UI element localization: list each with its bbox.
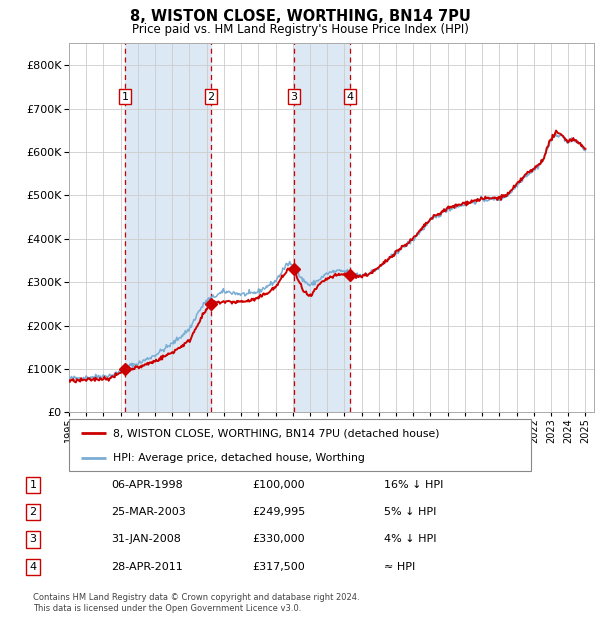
Text: 8, WISTON CLOSE, WORTHING, BN14 7PU (detached house): 8, WISTON CLOSE, WORTHING, BN14 7PU (det… xyxy=(113,428,439,438)
Text: HPI: Average price, detached house, Worthing: HPI: Average price, detached house, Wort… xyxy=(113,453,365,463)
Text: 31-JAN-2008: 31-JAN-2008 xyxy=(111,534,181,544)
Text: 4: 4 xyxy=(346,92,353,102)
Bar xyxy=(125,43,211,412)
Text: 4% ↓ HPI: 4% ↓ HPI xyxy=(384,534,437,544)
Text: 3: 3 xyxy=(290,92,298,102)
Text: 1: 1 xyxy=(29,480,37,490)
Text: 2: 2 xyxy=(29,507,37,517)
Text: £317,500: £317,500 xyxy=(252,562,305,572)
Text: 4: 4 xyxy=(29,562,37,572)
Text: 06-APR-1998: 06-APR-1998 xyxy=(111,480,183,490)
Text: ≈ HPI: ≈ HPI xyxy=(384,562,415,572)
Text: 3: 3 xyxy=(29,534,37,544)
Text: 16% ↓ HPI: 16% ↓ HPI xyxy=(384,480,443,490)
Text: £100,000: £100,000 xyxy=(252,480,305,490)
Text: Price paid vs. HM Land Registry's House Price Index (HPI): Price paid vs. HM Land Registry's House … xyxy=(131,23,469,36)
Text: £330,000: £330,000 xyxy=(252,534,305,544)
Bar xyxy=(294,43,350,412)
Text: Contains HM Land Registry data © Crown copyright and database right 2024.
This d: Contains HM Land Registry data © Crown c… xyxy=(33,593,359,613)
Text: 1: 1 xyxy=(122,92,129,102)
Text: 5% ↓ HPI: 5% ↓ HPI xyxy=(384,507,436,517)
Text: 25-MAR-2003: 25-MAR-2003 xyxy=(111,507,186,517)
Text: £249,995: £249,995 xyxy=(252,507,305,517)
Text: 2: 2 xyxy=(207,92,214,102)
Text: 28-APR-2011: 28-APR-2011 xyxy=(111,562,183,572)
Text: 8, WISTON CLOSE, WORTHING, BN14 7PU: 8, WISTON CLOSE, WORTHING, BN14 7PU xyxy=(130,9,470,24)
